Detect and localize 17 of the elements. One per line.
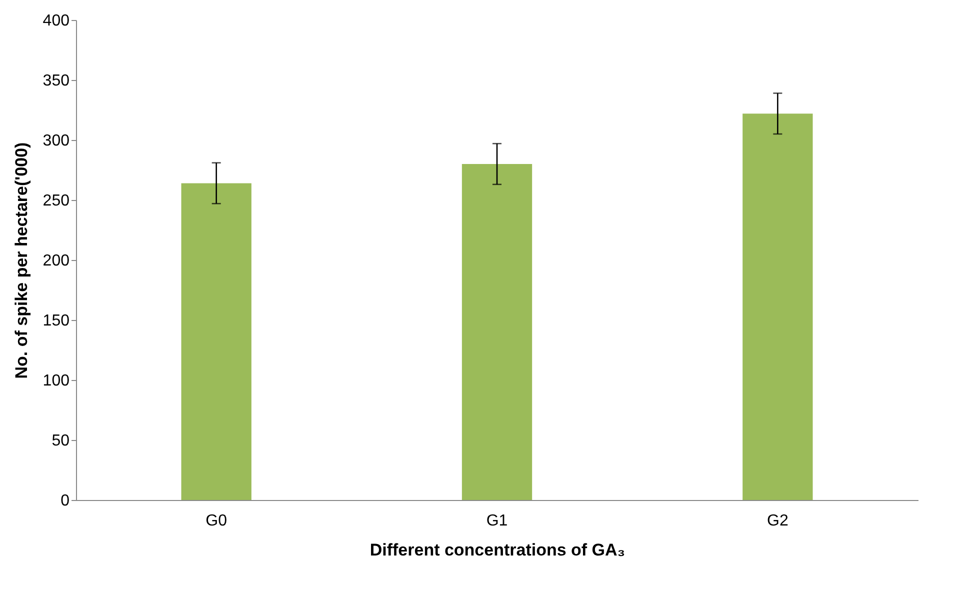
y-tick-label: 100	[42, 372, 70, 390]
y-tick-label: 0	[60, 492, 70, 510]
y-tick-label: 150	[42, 312, 70, 330]
y-tick-label: 350	[42, 72, 70, 90]
y-tick-label: 400	[42, 12, 70, 30]
bar	[181, 183, 252, 500]
y-tick-label: 250	[42, 192, 70, 210]
y-tick-label: 200	[42, 252, 70, 270]
y-tick-label: 300	[42, 132, 70, 150]
x-axis-title: Different concentrations of GA₃	[370, 540, 626, 560]
x-tick-label: G1	[486, 512, 508, 530]
bar	[462, 164, 532, 500]
x-tick-label: G0	[206, 512, 228, 530]
y-tick-label: 50	[52, 432, 70, 450]
x-tick-label: G2	[766, 512, 788, 530]
bar	[742, 114, 813, 500]
y-axis-title: No. of spike per hectare('000)	[12, 142, 31, 379]
